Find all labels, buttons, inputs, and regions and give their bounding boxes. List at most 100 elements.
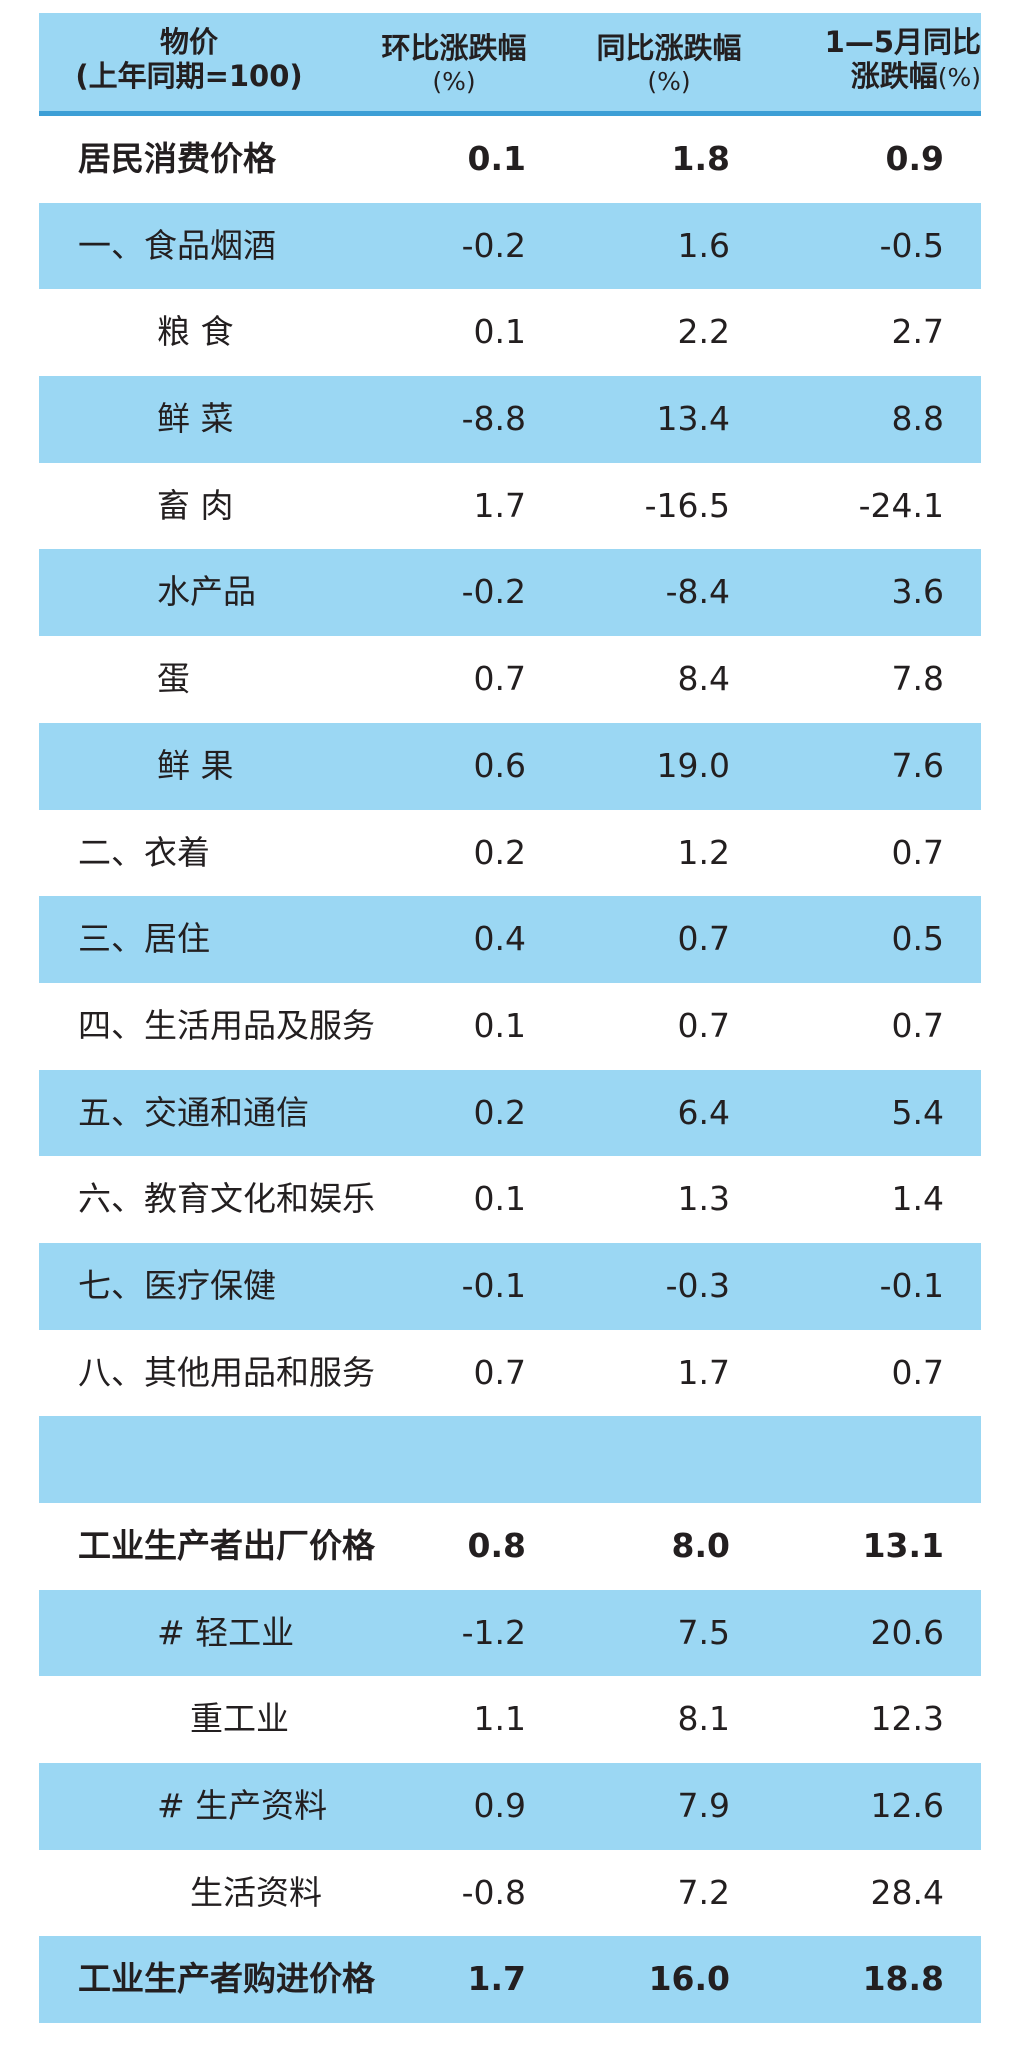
ytd-change: 0.7 — [891, 1005, 944, 1045]
mom-change: 0.1 — [473, 312, 526, 352]
table-row: 鲜 菜 -8.8 13.4 8.8 — [39, 376, 981, 463]
ytd-change: -0.1 — [879, 1265, 944, 1305]
yoy-change: 7.5 — [677, 1612, 730, 1652]
row-label: 重工业 — [190, 1699, 289, 1739]
table-row: 六、教育文化和娱乐 0.1 1.3 1.4 — [39, 1156, 981, 1243]
yoy-change: 1.3 — [677, 1179, 730, 1219]
ytd-change: 18.8 — [862, 1959, 944, 1999]
mom-change: 0.9 — [473, 1786, 526, 1826]
row-label: 居民消费价格 — [78, 139, 276, 178]
row-label: 鲜 菜 — [157, 399, 234, 439]
mom-change: 0.1 — [473, 1179, 526, 1219]
ytd-change: 0.7 — [891, 832, 944, 872]
ytd-change: 0.7 — [891, 1352, 944, 1392]
mom-change: 0.6 — [473, 745, 526, 785]
mom-change: 1.7 — [467, 1959, 526, 1999]
header-line: (上年同期=100) — [75, 59, 303, 93]
yoy-change: 8.0 — [671, 1526, 730, 1565]
row-label: 四、生活用品及服务 — [78, 1005, 375, 1045]
row-label: 工业生产者购进价格 — [78, 1959, 375, 1999]
mom-change: -1.2 — [461, 1612, 526, 1652]
table-row: 工业生产者购进价格 1.7 16.0 18.8 — [39, 1936, 981, 2024]
mom-change: -8.8 — [461, 399, 526, 439]
mom-change: -0.8 — [461, 1872, 526, 1912]
row-label: 七、医疗保健 — [78, 1265, 276, 1305]
ytd-change: 7.6 — [891, 745, 944, 785]
table-row — [39, 1416, 981, 1503]
ytd-change: -24.1 — [858, 485, 944, 525]
mom-change: -0.1 — [461, 1265, 526, 1305]
yoy-change: 0.7 — [677, 919, 730, 959]
mom-change: 0.1 — [473, 1005, 526, 1045]
row-label: # 轻工业 — [157, 1612, 295, 1652]
ytd-change: 28.4 — [870, 1872, 944, 1912]
header-line: 涨跌幅 — [850, 59, 938, 93]
ytd-change: 1.4 — [891, 1179, 944, 1219]
ytd-change: 20.6 — [870, 1612, 944, 1652]
table-row: 重工业 1.1 8.1 12.3 — [39, 1676, 981, 1763]
mom-change: 0.1 — [467, 139, 526, 178]
yoy-change: 0.7 — [677, 1005, 730, 1045]
ytd-change: 12.6 — [870, 1786, 944, 1826]
table-row: # 生产资料 0.9 7.9 12.6 — [39, 1763, 981, 1850]
yoy-change: 16.0 — [648, 1959, 730, 1999]
yoy-change: 1.7 — [677, 1352, 730, 1392]
row-label: 三、居住 — [78, 919, 210, 959]
row-label: 一、食品烟酒 — [78, 225, 276, 265]
mom-change: 0.2 — [473, 1092, 526, 1132]
ytd-change: 0.5 — [891, 919, 944, 959]
price-table: 物价 (上年同期=100) 环比涨跌幅 (%) 同比涨跌幅 (%) 1—5月同比… — [39, 13, 981, 2024]
yoy-change: 7.9 — [677, 1786, 730, 1826]
table-row: 五、交通和通信 0.2 6.4 5.4 — [39, 1069, 981, 1157]
row-label: 畜 肉 — [157, 485, 234, 525]
ytd-change: 13.1 — [862, 1526, 944, 1565]
header-yoy: 同比涨跌幅 (%) — [569, 31, 769, 99]
ytd-change: 8.8 — [891, 399, 944, 439]
row-label: 生活资料 — [190, 1872, 322, 1912]
mom-change: -0.2 — [461, 572, 526, 612]
ytd-change: 0.9 — [885, 139, 944, 178]
yoy-change: -8.4 — [665, 572, 730, 612]
yoy-change: 1.6 — [677, 225, 730, 265]
table-row: 鲜 果 0.6 19.0 7.6 — [39, 722, 981, 810]
ytd-change: 12.3 — [870, 1699, 944, 1739]
yoy-change: 13.4 — [656, 399, 730, 439]
yoy-change: 7.2 — [677, 1872, 730, 1912]
yoy-change: 1.2 — [677, 832, 730, 872]
row-label: 蛋 — [157, 659, 190, 699]
row-label: 六、教育文化和娱乐 — [78, 1179, 375, 1219]
mom-change: 1.1 — [473, 1699, 526, 1739]
yoy-change: 6.4 — [677, 1092, 730, 1132]
table-row: 八、其他用品和服务 0.7 1.7 0.7 — [39, 1330, 981, 1417]
table-row: 四、生活用品及服务 0.1 0.7 0.7 — [39, 983, 981, 1070]
header-line: 环比涨跌幅 — [381, 31, 527, 65]
row-label: 粮 食 — [157, 312, 234, 352]
yoy-change: 8.4 — [677, 659, 730, 699]
ytd-change: 5.4 — [891, 1092, 944, 1132]
ytd-change: 3.6 — [891, 572, 944, 612]
table-row: 生活资料 -0.8 7.2 28.4 — [39, 1850, 981, 1937]
row-label: # 生产资料 — [157, 1786, 328, 1826]
table-row: 粮 食 0.1 2.2 2.7 — [39, 289, 981, 376]
header-line: 同比涨跌幅 — [596, 31, 742, 65]
row-label: 八、其他用品和服务 — [78, 1352, 375, 1392]
header-line: 物价 — [159, 25, 218, 59]
mom-change: 1.7 — [473, 485, 526, 525]
ytd-change: -0.5 — [879, 225, 944, 265]
yoy-change: 19.0 — [656, 745, 730, 785]
yoy-change: 2.2 — [677, 312, 730, 352]
yoy-change: 8.1 — [677, 1699, 730, 1739]
mom-change: 0.7 — [473, 1352, 526, 1392]
row-label: 鲜 果 — [157, 745, 234, 785]
yoy-change: -0.3 — [665, 1265, 730, 1305]
header-unit: (%) — [937, 63, 981, 92]
table-row: 二、衣着 0.2 1.2 0.7 — [39, 810, 981, 897]
yoy-change: -16.5 — [644, 485, 730, 525]
mom-change: 0.4 — [473, 919, 526, 959]
mom-change: -0.2 — [461, 225, 526, 265]
header-line: 1—5月同比 — [824, 25, 981, 59]
ytd-change: 7.8 — [891, 659, 944, 699]
mom-change: 0.8 — [467, 1526, 526, 1565]
header-item: 物价 (上年同期=100) — [39, 25, 339, 93]
table-row: # 轻工业 -1.2 7.5 20.6 — [39, 1589, 981, 1677]
